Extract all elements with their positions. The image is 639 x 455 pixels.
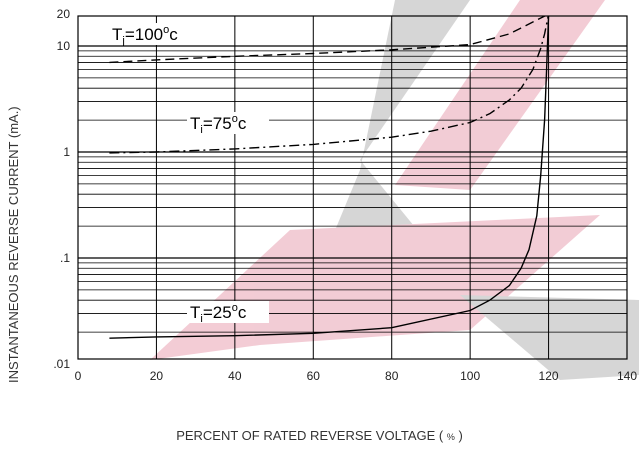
y-tick-label: 10 xyxy=(57,39,71,53)
series-label-2: Ti=25oc xyxy=(190,302,247,325)
y-tick-label: 20 xyxy=(57,7,71,21)
y-tick-labels: .01 .1 1 10 20 xyxy=(53,7,70,371)
series-layer xyxy=(109,16,550,339)
series-label-bg xyxy=(109,23,191,45)
x-tick-label: 140 xyxy=(617,369,637,383)
y-tick-label: 1 xyxy=(63,145,70,159)
grid xyxy=(78,16,627,359)
x-tick-label: 0 xyxy=(75,369,82,383)
watermark-logo xyxy=(150,0,639,380)
y-tick-label: .1 xyxy=(60,251,70,265)
x-axis-label: PERCENT OF RATED REVERSE VOLTAGE ( % ) xyxy=(176,428,463,443)
y-axis-label-text: INSTANTANEOUS REVERSE CURRENT (mA.) xyxy=(6,106,21,383)
x-tick-label: 60 xyxy=(307,369,321,383)
series-line-1 xyxy=(109,16,549,154)
series-label-bg xyxy=(187,301,269,323)
plot-frame xyxy=(77,15,628,360)
series-line-0 xyxy=(109,16,547,64)
series-label-0: Tj=100oc xyxy=(112,24,178,47)
x-tick-label: 120 xyxy=(539,369,559,383)
series-label-1: Ti=75oc xyxy=(190,113,247,136)
x-tick-labels: 0 20 40 60 80 100 120 140 xyxy=(75,369,638,383)
x-axis-unit: % xyxy=(446,432,455,442)
y-tick-label: .01 xyxy=(53,357,70,371)
x-axis-label-text: PERCENT OF RATED REVERSE VOLTAGE xyxy=(176,428,436,443)
x-tick-label: 80 xyxy=(385,369,399,383)
series-label-bg xyxy=(187,112,269,134)
x-tick-label: 100 xyxy=(460,369,480,383)
series-line-2 xyxy=(109,16,550,339)
series-labels: Tj=100oc Ti=75oc Ti=25oc xyxy=(109,23,269,325)
x-tick-label: 20 xyxy=(150,369,164,383)
x-tick-label: 40 xyxy=(228,369,242,383)
